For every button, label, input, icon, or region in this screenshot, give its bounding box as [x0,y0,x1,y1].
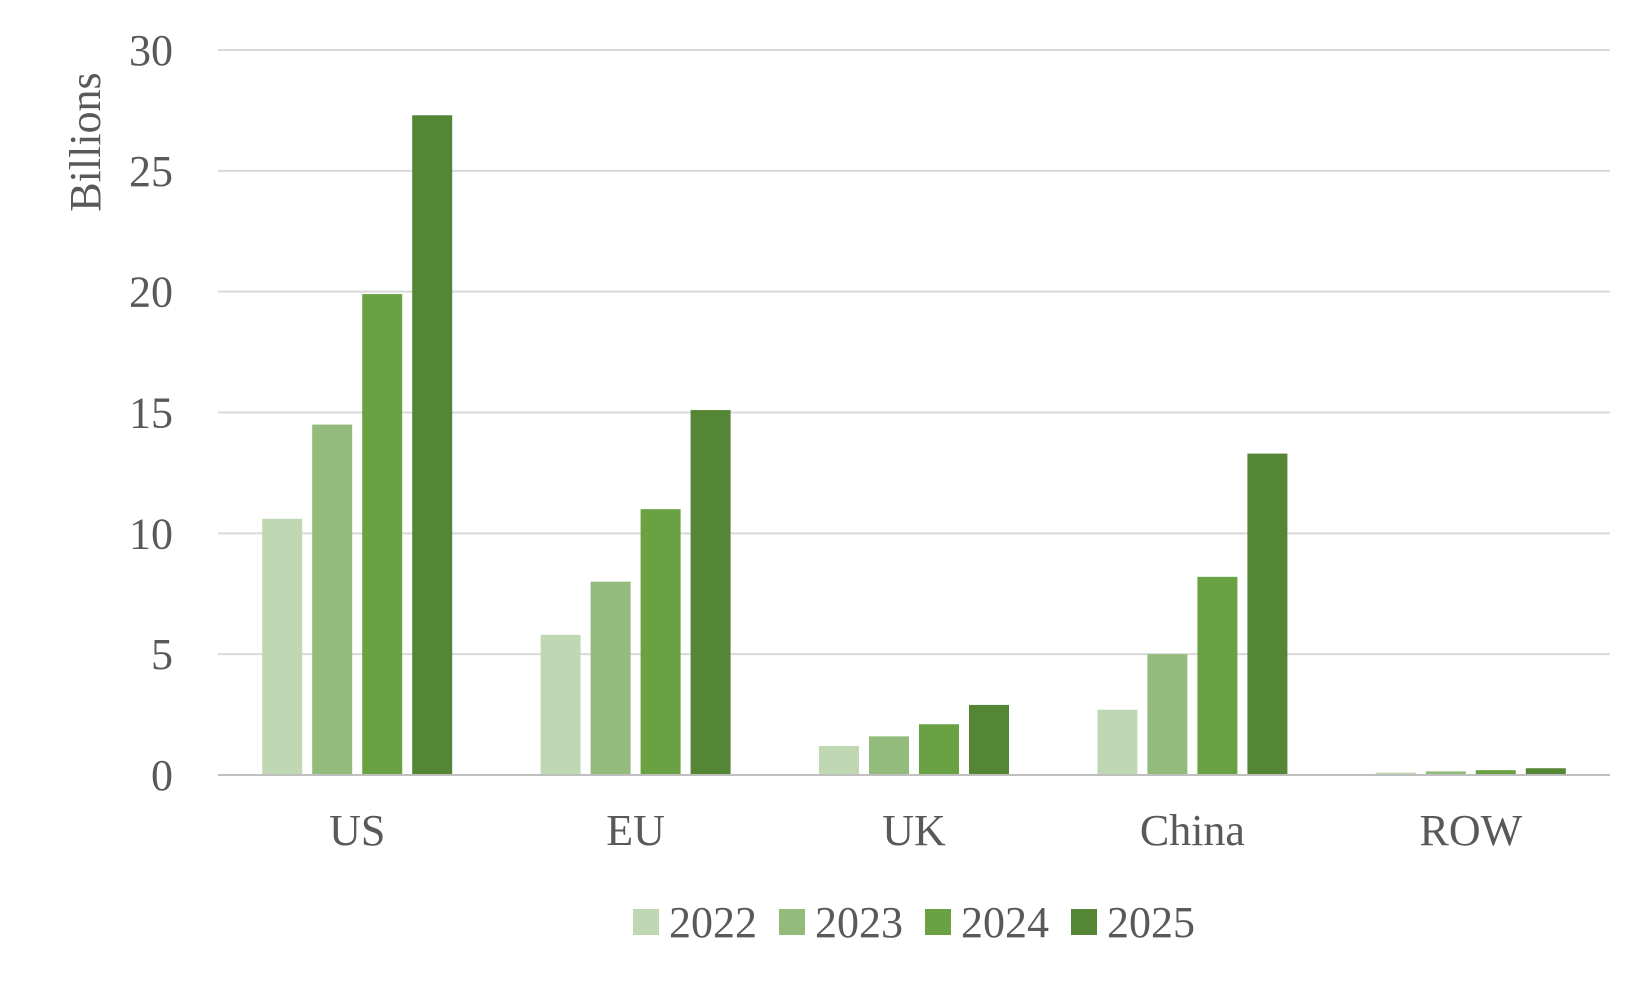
bar-china-2022 [1097,709,1138,775]
bar-eu-2022 [540,634,581,775]
legend-swatch-2024 [925,909,951,935]
y-tick-label-30: 30 [129,26,173,75]
legend-label-2024: 2024 [961,898,1049,947]
bar-china-2023 [1147,654,1188,775]
legend-label-2023: 2023 [815,898,903,947]
bar-us-2024 [362,294,403,775]
y-tick-label-10: 10 [129,509,173,558]
bar-row-2023 [1425,771,1466,775]
y-tick-label-25: 25 [129,147,173,196]
bar-eu-2024 [640,509,681,775]
bar-row-2022 [1375,772,1416,775]
legend: 2022 2023 2024 2025 [633,898,1195,947]
y-tick-label-15: 15 [129,389,173,438]
bar-us-2025 [412,115,453,775]
bar-us-2023 [312,424,353,775]
bar-uk-2022 [819,746,859,775]
bar-china-2024 [1197,576,1238,775]
legend-swatch-2022 [633,909,659,935]
y-axis-title: Billions [61,72,110,211]
bar-eu-2023 [590,581,631,775]
bar-uk-2025 [969,704,1009,775]
bar-row-2024 [1475,770,1516,775]
y-tick-label-5: 5 [151,630,173,679]
legend-label-2022: 2022 [669,898,757,947]
legend-swatch-2025 [1071,909,1097,935]
x-tick-label-uk: UK [882,806,946,855]
bar-uk-2023 [869,736,909,775]
x-tick-label-china: China [1140,806,1245,855]
legend-label-2025: 2025 [1107,898,1195,947]
bar-uk-2024 [919,724,959,775]
y-tick-label-0: 0 [151,751,173,800]
y-tick-label-20: 20 [129,268,173,317]
x-tick-label-row: ROW [1419,806,1522,855]
x-tick-label-eu: EU [606,806,665,855]
bar-china-2025 [1247,453,1288,775]
bar-row-2025 [1525,768,1566,775]
bar-eu-2025 [690,410,731,775]
legend-swatch-2023 [779,909,805,935]
axes: 0 5 10 15 20 25 30 US EU UK China ROW [129,26,1610,855]
bar-us-2022 [262,518,303,775]
bars [262,115,1566,775]
x-tick-label-us: US [329,806,385,855]
